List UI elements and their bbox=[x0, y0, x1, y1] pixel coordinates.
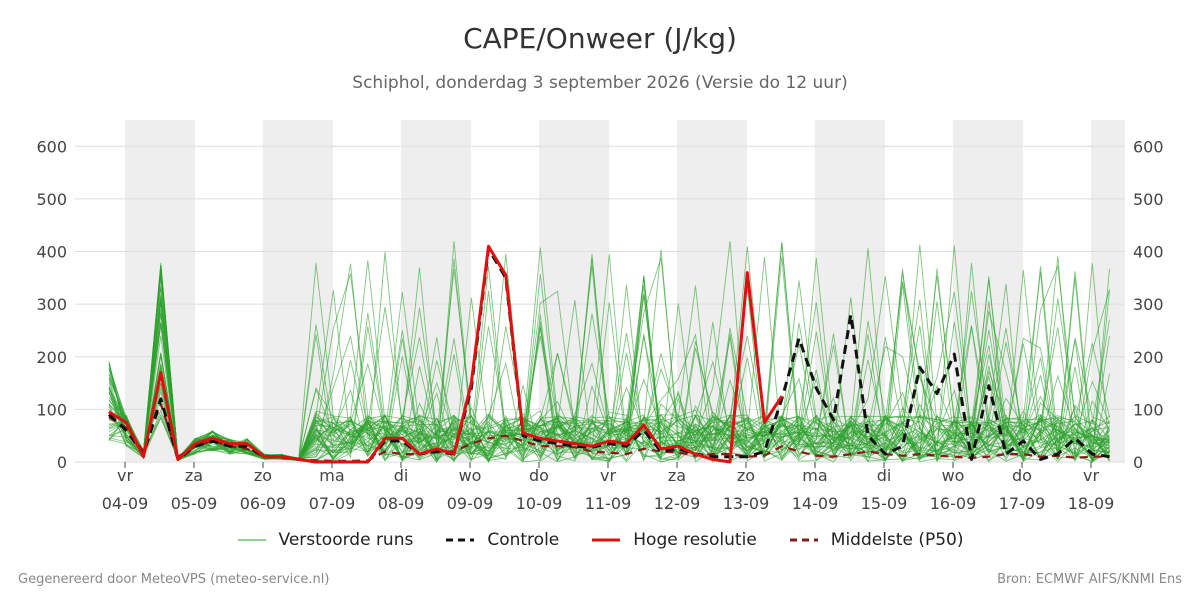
x-tick-date: 16-09 bbox=[930, 494, 977, 513]
x-tick-day: za bbox=[185, 466, 203, 485]
y-tick-label: 300 bbox=[1133, 295, 1164, 314]
x-tick-day: do bbox=[529, 466, 549, 485]
x-tick-date: 17-09 bbox=[999, 494, 1046, 513]
y-tick-label: 300 bbox=[36, 295, 67, 314]
y-axis-right: 0 100 200 300 400 500 600 bbox=[1133, 137, 1164, 472]
y-tick-label: 400 bbox=[36, 243, 67, 262]
y-tick-label: 100 bbox=[1133, 400, 1164, 419]
x-tick-date: 18-09 bbox=[1068, 494, 1115, 513]
x-tick-date: 11-09 bbox=[585, 494, 632, 513]
x-tick-day: wo bbox=[942, 466, 965, 485]
y-tick-label: 600 bbox=[36, 137, 67, 156]
x-tick-day: vr bbox=[117, 466, 133, 485]
x-tick-day: vr bbox=[600, 466, 616, 485]
legend-item: Verstoorde runs bbox=[237, 530, 414, 550]
x-tick-day: ma bbox=[802, 466, 827, 485]
y-tick-label: 0 bbox=[57, 453, 67, 472]
footer-credit: Gegenereerd door MeteoVPS (meteo-service… bbox=[18, 572, 330, 587]
x-tick-date: 08-09 bbox=[378, 494, 425, 513]
x-tick-day: zo bbox=[254, 466, 272, 485]
y-tick-label: 200 bbox=[36, 348, 67, 367]
x-tick-day: vr bbox=[1083, 466, 1099, 485]
x-tick-date: 10-09 bbox=[516, 494, 563, 513]
series-line-hoge-resolutie bbox=[108, 244, 784, 464]
y-tick-label: 500 bbox=[36, 190, 67, 209]
legend-swatch bbox=[789, 538, 818, 542]
x-tick-date: 07-09 bbox=[309, 494, 356, 513]
y-tick-label: 600 bbox=[1133, 137, 1164, 156]
weekend-bands bbox=[125, 120, 1125, 462]
y-axis-left: 0 100 200 300 400 500 600 bbox=[36, 137, 67, 472]
legend-swatch bbox=[237, 539, 266, 541]
legend-label: Controle bbox=[487, 530, 560, 550]
main-series bbox=[107, 244, 1110, 464]
legend-item: Middelste (P50) bbox=[789, 530, 964, 550]
x-tick-date: 04-09 bbox=[102, 494, 149, 513]
legend-label: Hoge resolutie bbox=[633, 530, 757, 550]
legend-item: Hoge resolutie bbox=[591, 530, 757, 550]
legend-item: Controle bbox=[445, 530, 559, 550]
y-tick-label: 100 bbox=[36, 400, 67, 419]
x-tick-day: ma bbox=[319, 466, 344, 485]
y-tick-label: 200 bbox=[1133, 348, 1164, 367]
x-tick-date: 14-09 bbox=[792, 494, 839, 513]
x-tick-date: 09-09 bbox=[447, 494, 494, 513]
series-line-controle bbox=[107, 247, 1110, 464]
x-tick-day: di bbox=[877, 466, 892, 485]
shaded-band bbox=[263, 120, 333, 462]
x-tick-day: di bbox=[394, 466, 409, 485]
x-tick-day: wo bbox=[459, 466, 482, 485]
y-tick-label: 400 bbox=[1133, 243, 1164, 262]
chart-title: CAPE/Onweer (J/kg) bbox=[463, 22, 737, 55]
x-tick-date: 15-09 bbox=[861, 494, 908, 513]
x-tick-date: 12-09 bbox=[654, 494, 701, 513]
x-tick-day: za bbox=[668, 466, 686, 485]
x-tick-date: 05-09 bbox=[171, 494, 218, 513]
x-tick-date: 06-09 bbox=[240, 494, 287, 513]
legend-label: Verstoorde runs bbox=[278, 530, 414, 550]
x-tick-day: zo bbox=[737, 466, 755, 485]
legend: Verstoorde runs Controle Hoge resolutie Mid… bbox=[0, 530, 1200, 550]
legend-label: Middelste (P50) bbox=[830, 530, 964, 550]
y-tick-label: 500 bbox=[1133, 190, 1164, 209]
x-tick-date: 13-09 bbox=[723, 494, 770, 513]
chart-subtitle: Schiphol, donderdag 3 september 2026 (Ve… bbox=[352, 73, 848, 93]
x-axis: vr 04-09 za 05-09 zo 06-09 ma 07-09 di 08-09 wo 09-… bbox=[102, 462, 1115, 513]
x-tick-day: do bbox=[1012, 466, 1032, 485]
legend-swatch bbox=[446, 538, 475, 542]
y-tick-label: 0 bbox=[1133, 453, 1143, 472]
legend-swatch bbox=[592, 538, 621, 542]
footer-source: Bron: ECMWF AIFS/KNMI Ens bbox=[997, 572, 1182, 587]
